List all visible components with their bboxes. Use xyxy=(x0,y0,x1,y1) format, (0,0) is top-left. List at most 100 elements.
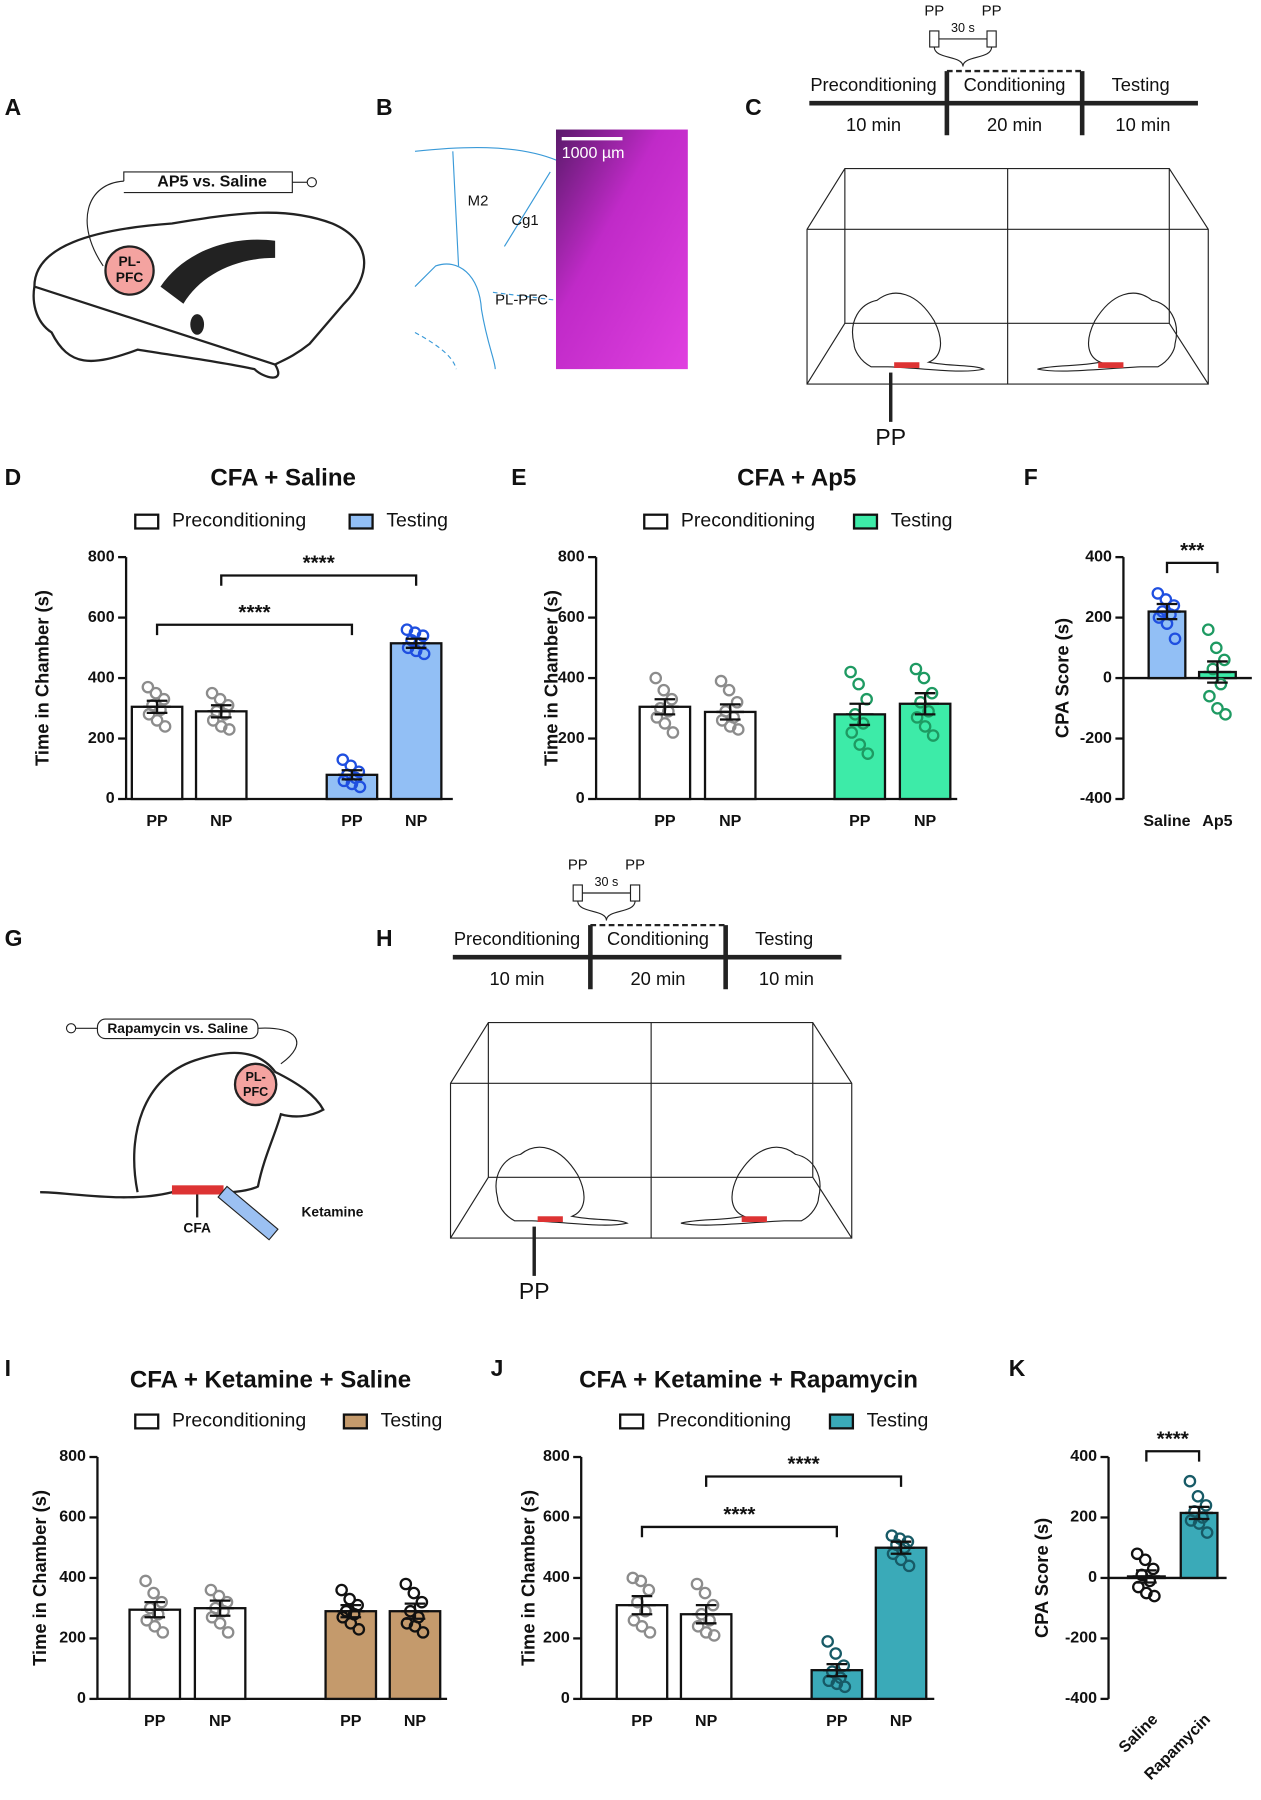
panel-letter: B xyxy=(376,94,393,120)
y-tick-label: 800 xyxy=(543,1447,570,1465)
error-bar xyxy=(141,1600,169,1619)
stimulus-label: PP xyxy=(625,857,645,873)
data-point xyxy=(1214,677,1228,691)
data-point xyxy=(642,1583,656,1597)
x-tick-label: Saline xyxy=(1115,1710,1161,1756)
bar xyxy=(874,1546,928,1701)
y-axis-label: Time in Chamber (s) xyxy=(540,590,561,766)
paw-stimulus xyxy=(741,1216,767,1223)
data-point xyxy=(1148,1589,1161,1603)
data-point xyxy=(221,1626,235,1639)
data-point xyxy=(844,665,857,679)
x-tick-label: NP xyxy=(890,1712,913,1730)
data-point xyxy=(830,1677,844,1691)
data-point xyxy=(1184,1514,1198,1527)
data-point xyxy=(853,738,867,751)
x-tick-label: PP xyxy=(146,812,168,830)
panel-letter: J xyxy=(491,1355,504,1381)
stimulus-label: PP xyxy=(924,3,944,19)
bar xyxy=(130,705,184,801)
interval-label: 30 s xyxy=(595,875,619,889)
y-axis-label: Time in Chamber (s) xyxy=(517,1490,538,1666)
x-tick-label: NP xyxy=(719,812,742,830)
significance-label: *** xyxy=(1180,539,1204,562)
data-point xyxy=(352,1623,366,1636)
error-bar xyxy=(628,1594,656,1616)
data-point xyxy=(856,717,870,730)
data-point xyxy=(147,1586,160,1600)
cannula-tube xyxy=(257,1027,298,1065)
data-point xyxy=(205,686,219,700)
stage-label: Conditioning xyxy=(607,928,709,949)
y-tick-label: 400 xyxy=(88,668,115,686)
data-point xyxy=(1151,587,1165,600)
y-axis-label: CPA Score (s) xyxy=(1031,1518,1052,1638)
x-tick-label: NP xyxy=(914,812,937,830)
chart-title: CFA + Ap5 xyxy=(737,465,856,492)
data-point xyxy=(845,726,859,739)
error-bar xyxy=(887,1540,915,1555)
data-point xyxy=(158,720,172,733)
data-point xyxy=(634,1574,648,1588)
legend-swatch xyxy=(134,1413,160,1430)
data-point xyxy=(1209,641,1223,655)
bar xyxy=(193,1607,247,1701)
data-point xyxy=(1130,1547,1144,1561)
region-label: PL- xyxy=(118,254,141,269)
data-point xyxy=(723,720,737,733)
significance-bracket xyxy=(220,574,418,586)
data-point xyxy=(643,1626,657,1639)
legend-swatch xyxy=(643,513,669,530)
data-point xyxy=(1218,653,1231,667)
legend-swatch xyxy=(828,1413,855,1430)
duration-label: 10 min xyxy=(1115,114,1170,135)
legend-label: Preconditioning xyxy=(172,510,306,532)
data-point xyxy=(861,747,875,760)
bar xyxy=(898,702,952,801)
bar xyxy=(128,1608,182,1701)
error-bar xyxy=(206,1599,234,1617)
data-point xyxy=(910,711,924,724)
data-point xyxy=(142,708,156,721)
data-point xyxy=(399,1577,413,1591)
x-tick-label: Ap5 xyxy=(1202,812,1232,830)
data-point xyxy=(415,1595,429,1609)
error-bar xyxy=(823,1662,851,1678)
y-tick-label: 400 xyxy=(543,1568,570,1586)
duration-label: 10 min xyxy=(846,114,901,135)
y-axis-label: Time in Chamber (s) xyxy=(31,590,52,766)
data-point xyxy=(150,714,164,727)
significance-label: **** xyxy=(788,1452,820,1475)
bar-chart: CFA + Saline Time in Chamber (s) 0 200 400 60… xyxy=(31,465,453,830)
data-point xyxy=(222,723,236,736)
panel-b-diagram: 1000 µm M2 Cg1 PL-PFC xyxy=(414,129,688,370)
significance-bracket xyxy=(705,1475,903,1487)
legend-label: Preconditioning xyxy=(172,1410,306,1432)
chart-title: CFA + Saline xyxy=(210,465,356,492)
legend-label: Testing xyxy=(891,510,953,532)
data-point xyxy=(157,692,171,706)
y-tick-label: 0 xyxy=(576,789,585,807)
error-bar xyxy=(716,703,744,721)
panel-letters: A B C D E F G H I J K xyxy=(5,94,1038,1381)
data-point xyxy=(408,1620,422,1633)
legend-swatch xyxy=(348,513,374,530)
significance-bracket xyxy=(1165,561,1219,574)
panel-letter: E xyxy=(511,464,526,490)
stimulus-label: PP xyxy=(568,857,588,873)
y-tick-label: -200 xyxy=(1065,1629,1097,1647)
y-tick-label: -400 xyxy=(1080,789,1112,807)
duration-label: 20 min xyxy=(631,968,686,989)
legend-swatch xyxy=(619,1413,645,1430)
x-tick-label: NP xyxy=(405,812,428,830)
y-tick-label: 400 xyxy=(1085,547,1112,565)
target-region xyxy=(233,1062,278,1107)
data-point xyxy=(140,1613,154,1627)
y-tick-label: 0 xyxy=(1088,1568,1097,1586)
significance-label: **** xyxy=(723,1503,755,1526)
x-tick-label: PP xyxy=(631,1712,653,1730)
error-bar xyxy=(402,637,430,649)
data-point xyxy=(148,1620,162,1633)
panel-g-diagram: Rapamycin vs. Saline PL- PFC CFA Ketamin… xyxy=(40,1018,364,1241)
